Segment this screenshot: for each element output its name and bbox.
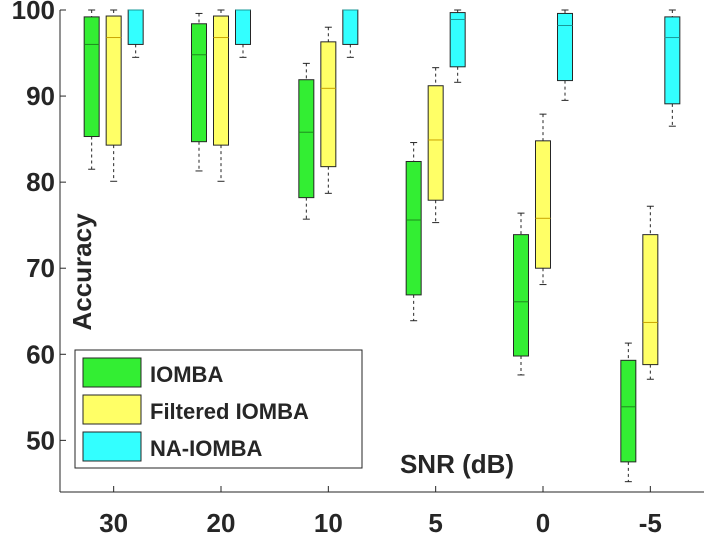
box-rect-na-iomba-neg5 (664, 16, 681, 105)
box-na-iomba-0 (557, 9, 573, 101)
box-rect-iomba-0 (513, 234, 529, 357)
box-iomba-0 (513, 212, 529, 376)
x-tick-label-30: 30 (99, 508, 128, 538)
box-rect-iomba-10 (298, 79, 315, 199)
legend: IOMBA Filtered IOMBA NA-IOMBA (74, 349, 363, 469)
y-tick-label-60: 60 (26, 339, 55, 369)
legend-swatch-na-iomba (82, 431, 142, 462)
x-tick-label-20: 20 (207, 508, 236, 538)
box-iomba-20 (191, 12, 207, 172)
y-tick-label-80: 80 (26, 167, 55, 197)
box-filtered-iomba-30 (105, 9, 122, 182)
box-rect-filtered-iomba-5 (427, 85, 444, 201)
box-rect-filtered-iomba-10 (320, 41, 337, 168)
x-axis-label: SNR (dB) (400, 449, 514, 479)
y-tick-label-50: 50 (26, 425, 55, 455)
box-na-iomba-5 (449, 9, 466, 83)
x-tick-label-10: 10 (314, 508, 343, 538)
legend-label-filtered-iomba: Filtered IOMBA (150, 399, 309, 424)
box-na-iomba-30 (127, 9, 144, 58)
box-rect-filtered-iomba-neg5 (642, 234, 659, 366)
x-tick-label-0: 0 (536, 508, 550, 538)
box-rect-filtered-iomba-20 (213, 15, 229, 146)
axis-layer (59, 10, 704, 493)
box-rect-iomba-5 (405, 160, 422, 296)
box-na-iomba-neg5 (664, 9, 681, 127)
y-tick-label-70: 70 (26, 253, 55, 283)
box-iomba-5 (405, 142, 422, 322)
box-filtered-iomba-20 (213, 9, 229, 182)
box-filtered-iomba-0 (535, 113, 551, 286)
x-tick-label-5: 5 (428, 508, 442, 538)
boxes-layer (83, 9, 681, 483)
legend-label-na-iomba: NA-IOMBA (150, 436, 263, 461)
box-filtered-iomba-neg5 (642, 205, 659, 380)
box-rect-na-iomba-10 (342, 9, 359, 45)
box-iomba-30 (83, 9, 100, 170)
y-axis-label: Accuracy (67, 213, 97, 331)
box-rect-filtered-iomba-0 (535, 140, 551, 269)
box-rect-filtered-iomba-30 (105, 15, 122, 146)
y-tick-label-100: 100 (12, 0, 55, 25)
legend-label-iomba: IOMBA (150, 362, 223, 387)
box-filtered-iomba-5 (427, 67, 444, 224)
box-na-iomba-20 (235, 9, 251, 58)
box-filtered-iomba-10 (320, 26, 337, 194)
box-rect-iomba-neg5 (620, 359, 637, 463)
box-iomba-10 (298, 62, 315, 220)
box-iomba-neg5 (620, 342, 637, 483)
box-rect-na-iomba-5 (449, 12, 466, 68)
box-rect-na-iomba-0 (557, 12, 573, 82)
x-tick-label-neg5: -5 (639, 508, 662, 538)
box-rect-iomba-20 (191, 23, 207, 143)
legend-swatch-filtered-iomba (82, 394, 142, 425)
box-rect-iomba-30 (83, 16, 100, 138)
box-rect-na-iomba-30 (127, 9, 144, 45)
box-na-iomba-10 (342, 9, 359, 58)
box-rect-na-iomba-20 (235, 9, 251, 45)
legend-swatch-iomba (82, 357, 142, 388)
y-tick-label-90: 90 (26, 81, 55, 111)
